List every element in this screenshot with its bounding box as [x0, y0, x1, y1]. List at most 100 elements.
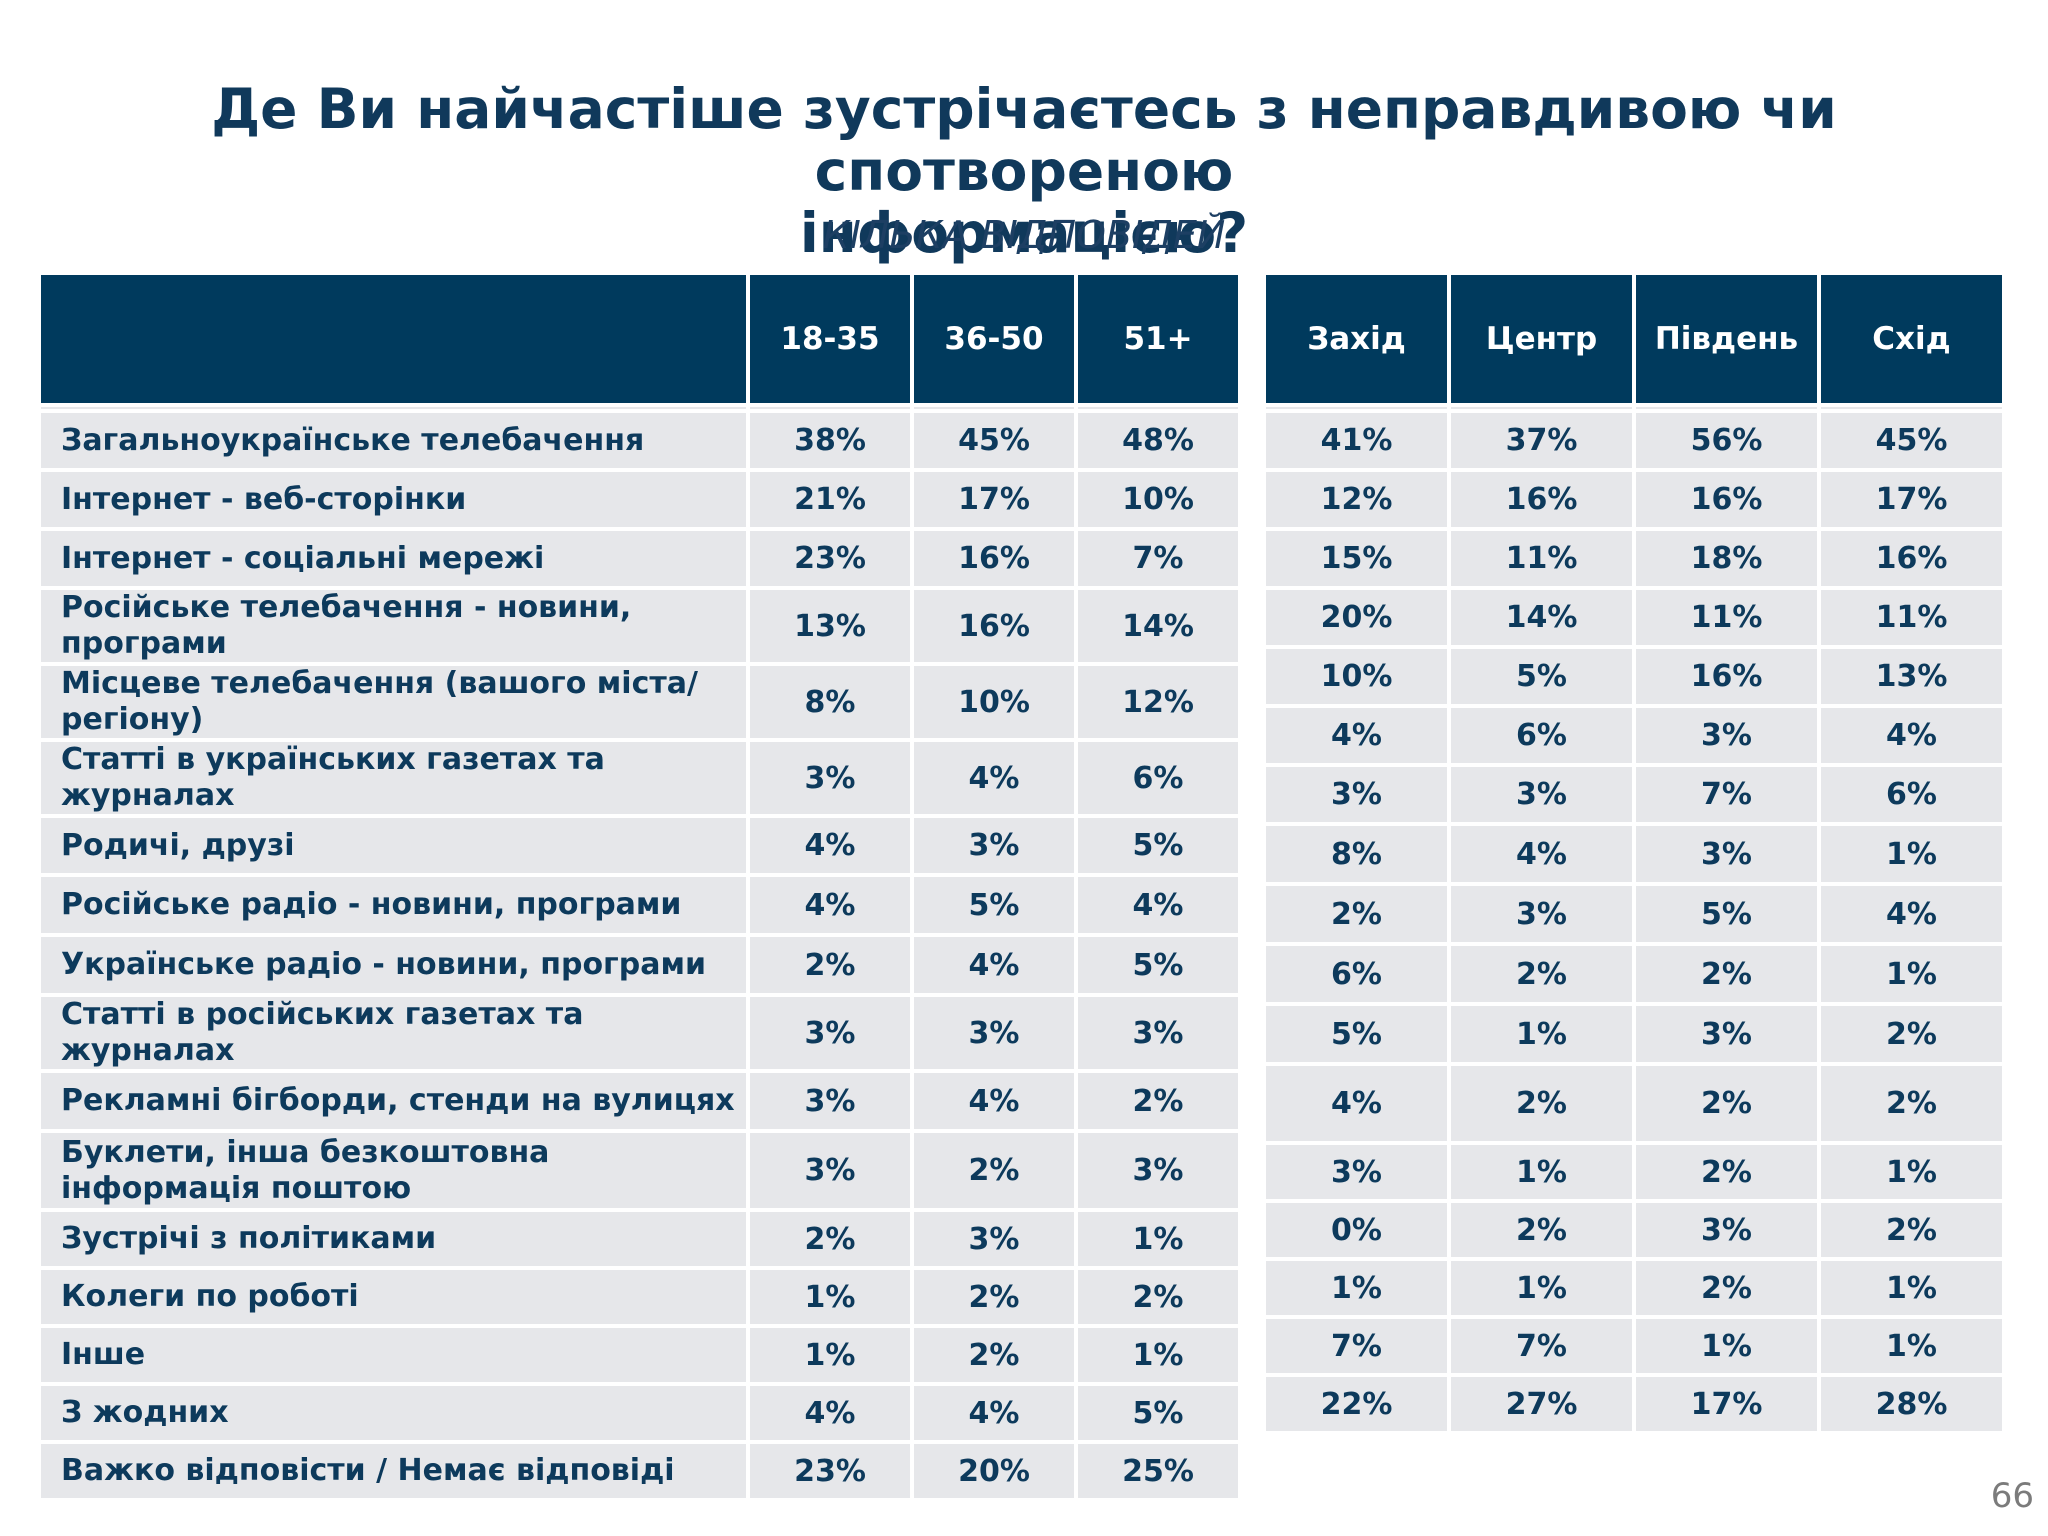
age-value-cell: 38% [750, 413, 910, 468]
row-label: Інтернет - соціальні мережі [41, 531, 746, 586]
age-value-cell: 5% [1078, 937, 1238, 993]
table-row: Важко відповісти / Немає відповіді 23% 20%… [41, 1444, 1238, 1498]
region-value-cell: 7% [1266, 1319, 1447, 1373]
table-row: Статті в українських газетах та журналах… [41, 742, 1238, 814]
region-value-cell: 2% [1636, 1261, 1817, 1315]
age-value-cell: 10% [1078, 472, 1238, 527]
table-row: Місцеве телебачення (вашого міста/регіон… [41, 666, 1238, 738]
region-value-cell: 5% [1451, 649, 1632, 704]
region-value-cell: 3% [1451, 767, 1632, 822]
row-label: Буклети, інша безкоштовна інформація пош… [41, 1133, 746, 1208]
region-value-cell: 2% [1451, 1203, 1632, 1257]
age-value-cell: 3% [914, 997, 1074, 1069]
region-header-cell: Південь [1636, 275, 1817, 403]
age-value-cell: 3% [1078, 997, 1238, 1069]
region-value-cell: 3% [1451, 886, 1632, 942]
region-value-cell: 3% [1266, 1145, 1447, 1199]
table-row: 15% 11% 18% 16% [1266, 531, 2002, 586]
region-value-cell: 6% [1821, 767, 2002, 822]
region-value-cell: 2% [1821, 1006, 2002, 1062]
region-value-cell: 5% [1266, 1006, 1447, 1062]
region-value-cell: 11% [1636, 590, 1817, 645]
age-value-cell: 1% [750, 1270, 910, 1324]
age-value-cell: 23% [750, 1444, 910, 1498]
age-value-cell: 45% [914, 413, 1074, 468]
age-table: 18-35 36-50 51+ Загальноукраїнське телеб… [37, 271, 1242, 1502]
region-value-cell: 11% [1821, 590, 2002, 645]
region-value-cell: 6% [1266, 946, 1447, 1002]
age-value-cell: 5% [914, 877, 1074, 933]
region-value-cell: 45% [1821, 413, 2002, 468]
region-value-cell: 37% [1451, 413, 1632, 468]
region-value-cell: 2% [1451, 946, 1632, 1002]
region-value-cell: 10% [1266, 649, 1447, 704]
age-value-cell: 2% [914, 1328, 1074, 1382]
age-value-cell: 4% [750, 1386, 910, 1440]
age-value-cell: 8% [750, 666, 910, 738]
row-label: Російське телебачення - новини, програми [41, 590, 746, 662]
region-header-cell: Захід [1266, 275, 1447, 403]
region-value-cell: 5% [1636, 886, 1817, 942]
table-row: Інтернет - веб-сторінки 21% 17% 10% [41, 472, 1238, 527]
row-label: Статті в українських газетах та журналах [41, 742, 746, 814]
table-row: 2% 3% 5% 4% [1266, 886, 2002, 942]
region-value-cell: 1% [1821, 1145, 2002, 1199]
age-value-cell: 4% [1078, 877, 1238, 933]
table-row: Інше 1% 2% 1% [41, 1328, 1238, 1382]
row-label: Колеги по роботі [41, 1270, 746, 1324]
region-value-cell: 18% [1636, 531, 1817, 586]
region-value-cell: 41% [1266, 413, 1447, 468]
title-line-1: Де Ви найчастіше зустрічаєтесь з неправд… [211, 77, 1837, 203]
region-value-cell: 3% [1266, 767, 1447, 822]
region-value-cell: 15% [1266, 531, 1447, 586]
age-value-cell: 25% [1078, 1444, 1238, 1498]
page-number: 66 [1990, 1476, 2034, 1516]
region-value-cell: 2% [1636, 1145, 1817, 1199]
age-value-cell: 20% [914, 1444, 1074, 1498]
region-value-cell: 1% [1821, 1261, 2002, 1315]
region-value-cell: 16% [1636, 472, 1817, 527]
row-label: Важко відповісти / Немає відповіді [41, 1444, 746, 1498]
region-table: Захід Центр Південь Схід 41% 37% 56% 45% 12%… [1262, 271, 2006, 1435]
region-value-cell: 16% [1451, 472, 1632, 527]
table-row: Російське телебачення - новини, програми… [41, 590, 1238, 662]
page-subtitle: КІЛЬКА ВІДПОВІДЕЙ [822, 213, 1226, 257]
age-value-cell: 4% [914, 937, 1074, 993]
region-value-cell: 2% [1821, 1203, 2002, 1257]
age-value-cell: 2% [914, 1270, 1074, 1324]
region-value-cell: 1% [1451, 1261, 1632, 1315]
age-header-row: 18-35 36-50 51+ [41, 275, 1238, 403]
table-row: Зустрічі з політиками 2% 3% 1% [41, 1212, 1238, 1266]
region-value-cell: 17% [1636, 1377, 1817, 1431]
table-row: 22% 27% 17% 28% [1266, 1377, 2002, 1431]
table-row: Інтернет - соціальні мережі 23% 16% 7% [41, 531, 1238, 586]
age-value-cell: 3% [750, 997, 910, 1069]
region-table-body: 41% 37% 56% 45% 12% 16% 16% 17% 15% 11% 18% 16% 20% 1… [1266, 413, 2002, 1431]
row-label: Зустрічі з політиками [41, 1212, 746, 1266]
region-value-cell: 1% [1821, 1319, 2002, 1373]
region-value-cell: 11% [1451, 531, 1632, 586]
region-value-cell: 4% [1266, 708, 1447, 763]
region-header-row: Захід Центр Південь Схід [1266, 275, 2002, 403]
table-row: Колеги по роботі 1% 2% 2% [41, 1270, 1238, 1324]
age-value-cell: 4% [914, 1386, 1074, 1440]
age-value-cell: 1% [750, 1328, 910, 1382]
table-row: 7% 7% 1% 1% [1266, 1319, 2002, 1373]
age-value-cell: 3% [914, 818, 1074, 873]
region-value-cell: 2% [1266, 886, 1447, 942]
age-value-cell: 16% [914, 531, 1074, 586]
age-value-cell: 23% [750, 531, 910, 586]
region-value-cell: 1% [1451, 1006, 1632, 1062]
row-label: З жодних [41, 1386, 746, 1440]
region-value-cell: 16% [1636, 649, 1817, 704]
region-value-cell: 2% [1821, 1066, 2002, 1141]
table-row: 8% 4% 3% 1% [1266, 826, 2002, 882]
region-value-cell: 4% [1821, 708, 2002, 763]
region-value-cell: 1% [1636, 1319, 1817, 1373]
region-value-cell: 7% [1451, 1319, 1632, 1373]
region-value-cell: 14% [1451, 590, 1632, 645]
age-value-cell: 3% [914, 1212, 1074, 1266]
age-value-cell: 5% [1078, 818, 1238, 873]
region-header-cell: Схід [1821, 275, 2002, 403]
region-value-cell: 0% [1266, 1203, 1447, 1257]
